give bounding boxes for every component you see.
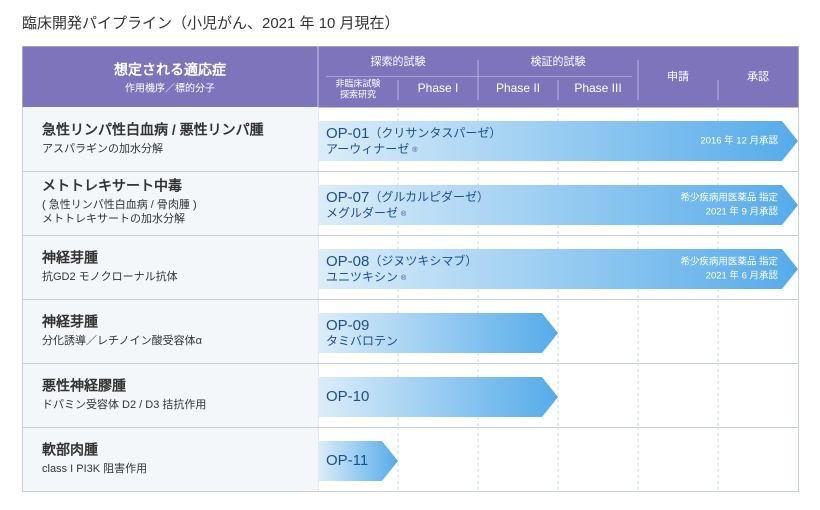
pipeline-arrow: [318, 185, 798, 225]
column-label: Phase III: [574, 81, 621, 95]
drug-brand-text: メグルダーゼ: [326, 205, 398, 220]
indication-cell: [23, 427, 318, 491]
drug-code: OP-07（グルカルピダーゼ）: [326, 189, 489, 206]
drug-brand-text: ユニツキシン: [326, 270, 398, 284]
drug-code-text: OP-07: [326, 189, 369, 206]
indication-cell: [23, 299, 318, 363]
group-label: 検証的試験: [531, 54, 586, 68]
indication-name: 神経芽腫: [41, 250, 98, 266]
drug-brand: アーウィナーゼ ®: [326, 142, 418, 156]
approval-note: 希少疾病用医薬品 指定: [680, 256, 778, 268]
header-indication: 想定される適応症: [113, 62, 226, 78]
indication-detail: class I PI3K 阻害作用: [42, 462, 147, 475]
drug-code-text: OP-09: [326, 317, 369, 334]
drug-brand: タミバロテン: [326, 334, 398, 348]
drug-brand-text: アーウィナーゼ: [326, 142, 409, 156]
drug-generic: （クリサンタスパーゼ）: [369, 126, 501, 140]
pipeline-arrow: [318, 249, 798, 289]
approval-note: 2021 年 9 月承認: [706, 206, 779, 218]
registered-mark: ®: [412, 146, 418, 154]
drug-code: OP-08（ジヌツキシマブ）: [326, 253, 477, 270]
indication-name: 神経芽腫: [41, 314, 98, 330]
drug-code-text: OP-01: [326, 125, 369, 142]
approval-note: 希少疾病用医薬品 指定: [680, 192, 778, 204]
drug-brand: ユニツキシン ®: [326, 270, 407, 284]
pipeline-arrow: [318, 377, 558, 417]
column-label: 申請: [667, 69, 689, 83]
indication-name: 軟部肉腫: [42, 442, 98, 458]
indication-detail: ( 急性リンパ性白血病 / 骨肉腫 ): [42, 197, 197, 211]
drug-code: OP-01（クリサンタスパーゼ）: [326, 125, 501, 142]
registered-mark: ®: [401, 210, 407, 218]
pipeline-arrow: [318, 441, 398, 481]
header-mechanism: 作用機序／標的分子: [125, 82, 215, 95]
indication-detail: 分化誘導／レチノイン酸受容体α: [42, 333, 203, 347]
indication-cell: [23, 363, 318, 427]
drug-brand: メグルダーゼ ®: [326, 205, 407, 220]
drug-code: OP-10: [326, 388, 369, 405]
pipeline-arrow: [318, 121, 798, 161]
indication-name: 悪性神経膠腫: [42, 378, 126, 394]
column-label: 非臨床試験: [335, 77, 380, 88]
registered-mark: ®: [401, 274, 407, 282]
indication-cell: [23, 107, 318, 171]
drug-code: OP-09: [326, 317, 369, 334]
group-label: 探索的試験: [371, 54, 426, 68]
column-label: Phase I: [418, 81, 459, 95]
pipeline-arrow: [318, 313, 558, 353]
indication-cell: [23, 171, 318, 235]
column-label: Phase II: [496, 81, 540, 95]
drug-code-text: OP-10: [326, 388, 369, 405]
indication-cell: [23, 235, 318, 299]
indication-detail: メトトレキサートの加水分解: [42, 211, 185, 225]
drug-generic: （ジヌツキシマブ）: [369, 253, 477, 268]
drug-code-text: OP-08: [326, 253, 369, 270]
title: 臨床開発パイプライン（小児がん、2021 年 10 月現在）: [22, 15, 400, 32]
approval-note: 2021 年 6 月承認: [706, 270, 779, 282]
indication-name: 急性リンパ性白血病 / 悪性リンパ腫: [42, 122, 264, 138]
drug-brand-text: タミバロテン: [326, 334, 398, 348]
approval-note: 2016 年 12 月承認: [700, 135, 778, 147]
indication-detail: アスパラギンの加水分解: [42, 141, 163, 155]
indication-name: メトトレキサート中毒: [42, 178, 182, 194]
drug-code: OP-11: [326, 452, 368, 469]
indication-detail: ドパミン受容体 D2 / D3 拮抗作用: [42, 397, 206, 411]
column-label: 探索研究: [340, 88, 376, 99]
drug-code-text: OP-11: [326, 452, 368, 469]
drug-generic: （グルカルピダーゼ）: [369, 189, 489, 204]
column-label: 承認: [747, 70, 769, 83]
indication-detail: 抗GD2 モノクローナル抗体: [42, 269, 178, 283]
